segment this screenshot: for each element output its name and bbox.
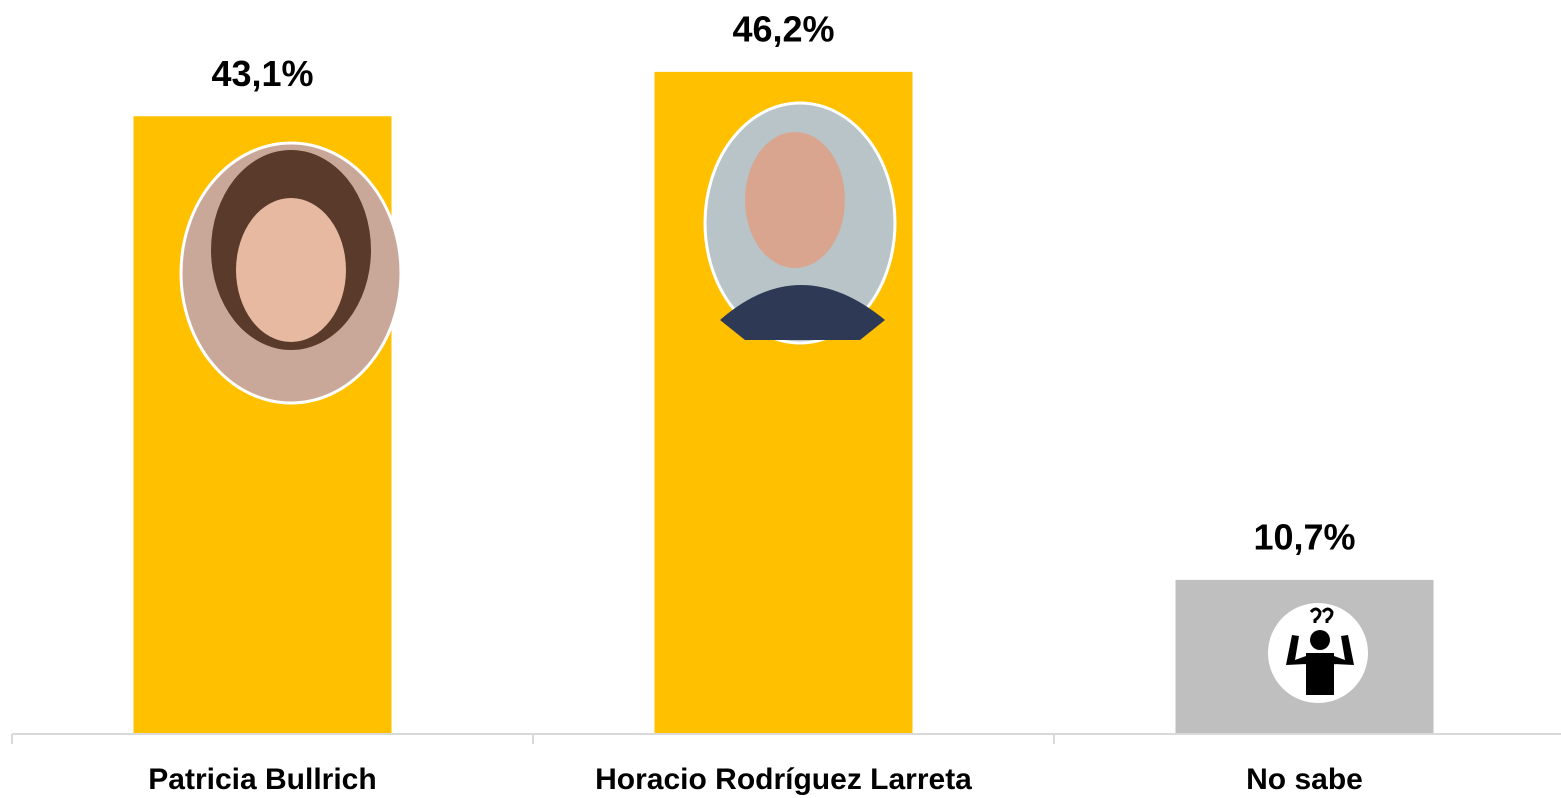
x-tick-label: Horacio Rodríguez Larreta — [595, 763, 972, 796]
chart: Patricia Bullrich 43,1% Horacio Rodríguez … — [0, 0, 1561, 798]
value-label: 10,7% — [1253, 516, 1355, 557]
value-label: 46,2% — [732, 8, 834, 49]
value-label: 43,1% — [211, 53, 313, 94]
photo-face — [745, 132, 845, 268]
x-tick-label: No sabe — [1246, 763, 1363, 796]
icon-head — [1310, 630, 1330, 650]
photo-face — [236, 198, 346, 342]
x-tick-label: Patricia Bullrich — [148, 763, 376, 796]
